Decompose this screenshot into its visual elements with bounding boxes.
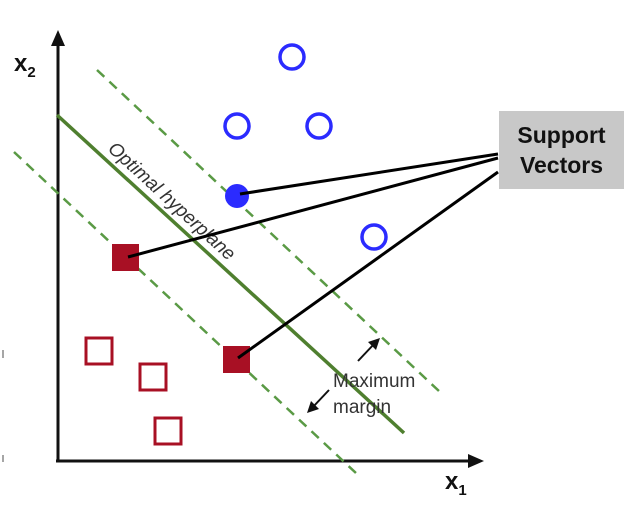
circle-point: [305, 112, 333, 140]
circle-support-vector: [225, 184, 249, 208]
callout-line-square-bottom: [237, 170, 499, 360]
optimal-hyperplane-line: [55, 113, 406, 435]
margin-label-line2: margin: [333, 397, 391, 418]
callout-line2: Vectors: [519, 152, 604, 178]
y-axis-arrow: [51, 30, 65, 46]
square-point: [84, 336, 114, 366]
margin-arrow-down-head: [307, 401, 319, 413]
square-point: [153, 416, 183, 446]
square-support-vector: [112, 244, 139, 271]
x-axis-label: x1: [445, 468, 467, 499]
margin-label-line1: Maximum: [333, 371, 415, 392]
callout-line1: Support: [517, 122, 606, 148]
circle-point: [360, 223, 388, 251]
callout-line-circle: [239, 152, 499, 196]
callout-line-square-left: [127, 156, 499, 259]
margin-arrow-up-head: [368, 338, 380, 350]
y-axis-label: x2: [14, 50, 36, 81]
lower-margin-line: [13, 151, 358, 475]
circle-point: [223, 112, 251, 140]
circle-point: [278, 43, 306, 71]
support-vectors-callout: Support Vectors: [499, 111, 624, 189]
square-point: [138, 362, 168, 392]
x-axis-arrow: [468, 454, 484, 468]
square-support-vector: [223, 346, 250, 373]
upper-margin-line: [96, 69, 441, 393]
